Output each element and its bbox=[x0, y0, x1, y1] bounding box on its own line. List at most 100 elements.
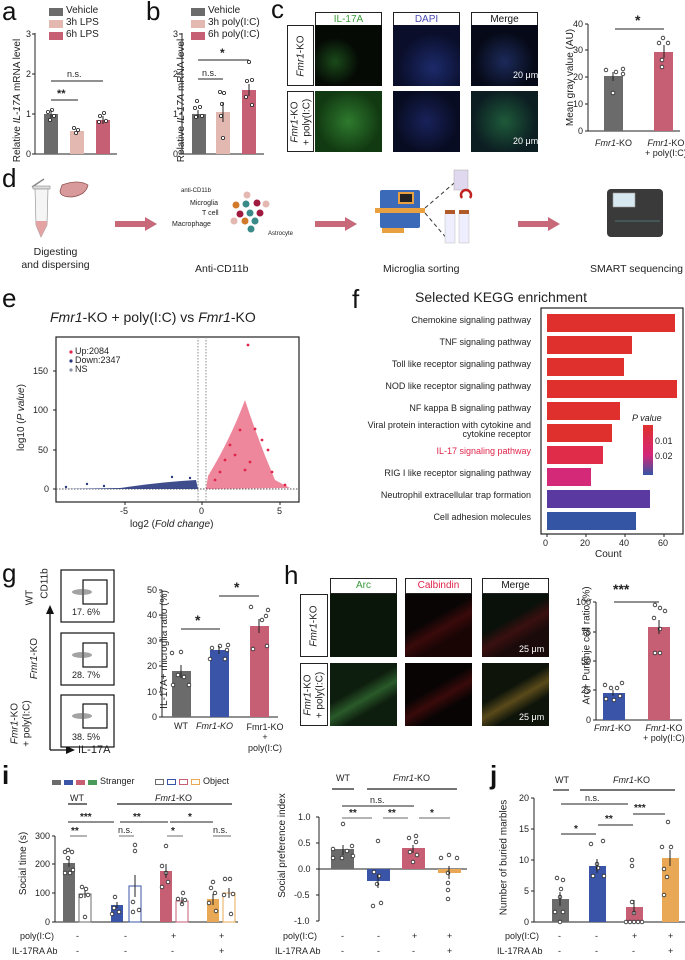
legend-down: Down:2347 bbox=[75, 355, 121, 365]
kegg-label: Toll like receptor signaling pathway bbox=[391, 359, 531, 369]
cell-cluster-icon bbox=[230, 191, 270, 233]
condition-mark: + bbox=[632, 931, 638, 941]
sorter-icon bbox=[375, 169, 473, 244]
pvalue-tick: 0.02 bbox=[655, 451, 673, 461]
micro-merge-ko bbox=[471, 25, 538, 86]
xtick: -5 bbox=[120, 506, 129, 516]
tube-icon bbox=[31, 178, 89, 238]
label-macrophage: Macrophage bbox=[172, 221, 211, 228]
ytick: 0 bbox=[45, 917, 51, 927]
condition-mark: - bbox=[377, 931, 380, 941]
xlabel: WT bbox=[174, 721, 188, 731]
sig-i-5: n.s. bbox=[118, 825, 133, 835]
legend-6h-lps: 6h LPS bbox=[66, 29, 99, 40]
condition-mark: + bbox=[219, 931, 225, 941]
micro-dapi-polyic bbox=[393, 91, 460, 152]
sig-j-1: n.s. bbox=[585, 793, 600, 803]
step-digesting: Digesting and dispersing bbox=[21, 246, 90, 271]
condition-mark: - bbox=[632, 946, 635, 956]
kegg-label: Chemokine signaling pathway bbox=[411, 315, 531, 325]
ytick: 20 bbox=[519, 793, 530, 803]
sig-i2-1: n.s. bbox=[370, 795, 385, 805]
micro-arc-ko bbox=[330, 594, 397, 657]
micro-calbindin-polyic bbox=[405, 663, 472, 726]
legend-6h-polyic: 6h poly(I:C) bbox=[208, 29, 260, 40]
sig-i2-4: * bbox=[430, 808, 434, 819]
sig-i-6: * bbox=[171, 826, 175, 837]
pvalue-legend-title: P value bbox=[632, 413, 662, 423]
panel-g-chart bbox=[159, 589, 278, 718]
xlabel-h-1: Fmr1-KO bbox=[594, 723, 632, 733]
sig-a-1: ** bbox=[57, 88, 66, 100]
scalebar-h2: 25 μm bbox=[519, 712, 545, 722]
legend-object: Object bbox=[203, 776, 230, 786]
row-label-fmr1-ko: Fmr1-KO bbox=[300, 594, 328, 657]
sig-i-2: ** bbox=[133, 812, 141, 823]
ytick: 40 bbox=[147, 610, 158, 620]
ytick: 30 bbox=[573, 45, 584, 55]
sig-i-4: ** bbox=[71, 826, 79, 837]
group-wt: WT bbox=[555, 775, 569, 785]
group-fmr1-ko: Fmr1-KO bbox=[613, 775, 651, 785]
kegg-label: NF kappa B signaling pathway bbox=[409, 403, 531, 413]
label-t-cell: T cell bbox=[202, 210, 219, 217]
arrow-icon bbox=[115, 217, 157, 231]
ytick: 150 bbox=[33, 366, 49, 376]
panel-a-chart bbox=[32, 33, 117, 155]
legend-up: Up:2084 bbox=[75, 346, 110, 356]
xlabel: Fmr1-KO bbox=[196, 721, 233, 731]
column-label-calbindin: Calbindin bbox=[405, 578, 472, 594]
ab-label: IL-17RA Ab bbox=[497, 946, 543, 956]
condition-mark: - bbox=[558, 931, 561, 941]
kegg-label: Cell adhesion molecules bbox=[433, 512, 531, 522]
condition-mark: - bbox=[124, 931, 127, 941]
sig-i-3: * bbox=[188, 812, 192, 823]
panel-e-xlabel: log2 (Fold change) bbox=[130, 519, 214, 530]
ytick: 0.0 bbox=[298, 864, 311, 874]
condition-mark: - bbox=[124, 946, 127, 956]
xtick: 0 bbox=[543, 538, 549, 548]
ytick: 3 bbox=[173, 29, 179, 39]
condition-mark: - bbox=[595, 946, 598, 956]
sig-a-2: n.s. bbox=[67, 69, 82, 79]
group-fmr1-ko: Fmr1-KO bbox=[393, 773, 431, 783]
ytick: 50 bbox=[581, 656, 592, 666]
legend-stranger: Stranger bbox=[100, 776, 135, 786]
xlabel: Fmr1-KO + poly(I:C) bbox=[246, 722, 284, 753]
ytick: 1.0 bbox=[298, 812, 311, 822]
condition-mark: - bbox=[341, 931, 344, 941]
micro-dapi-ko bbox=[393, 25, 460, 86]
panel-c-chart bbox=[585, 23, 680, 132]
sig-i-1: *** bbox=[80, 812, 92, 823]
row-label-fmr1-ko-polyic: Fmr1-KO + poly(I:C) bbox=[300, 663, 328, 726]
ytick: 0 bbox=[152, 712, 158, 722]
group-fmr1-ko: Fmr1-KO bbox=[155, 793, 193, 803]
sig-b-2: * bbox=[220, 46, 225, 60]
row-label-fmr1-ko-polyic: Fmr1-KO + poly(I:C) bbox=[287, 91, 314, 152]
kegg-label: Neutrophil extracellular trap formation bbox=[380, 490, 531, 500]
panel-f-xlabel: Count bbox=[595, 549, 622, 560]
step-microglia-sorting: Microglia sorting bbox=[383, 263, 460, 275]
condition-mark: + bbox=[668, 931, 674, 941]
group-wt: WT bbox=[336, 773, 350, 783]
sig-j-2: *** bbox=[634, 803, 646, 814]
ytick: 300 bbox=[35, 831, 51, 841]
ytick: 2 bbox=[173, 69, 179, 79]
micro-il17a-polyic bbox=[315, 91, 382, 152]
condition-mark: + bbox=[447, 931, 453, 941]
ytick: 20 bbox=[147, 661, 158, 671]
ytick: 0.5 bbox=[298, 838, 311, 848]
ytick: 0 bbox=[173, 149, 179, 159]
sig-b-1: n.s. bbox=[202, 68, 217, 78]
condition-mark: - bbox=[412, 946, 415, 956]
ytick: 10 bbox=[147, 687, 158, 697]
ab-label: IL-17RA Ab bbox=[275, 946, 321, 956]
ytick: 0 bbox=[44, 484, 50, 494]
pvalue-tick: 0.01 bbox=[655, 436, 673, 446]
ytick: 20 bbox=[573, 72, 584, 82]
kegg-label: NOD like receptor signaling pathway bbox=[385, 381, 531, 391]
label-astrocyte: Astrocyte bbox=[268, 231, 294, 237]
condition-mark: - bbox=[76, 931, 79, 941]
column-label-merge: Merge bbox=[482, 578, 549, 594]
micro-merge-polyic bbox=[471, 91, 538, 152]
